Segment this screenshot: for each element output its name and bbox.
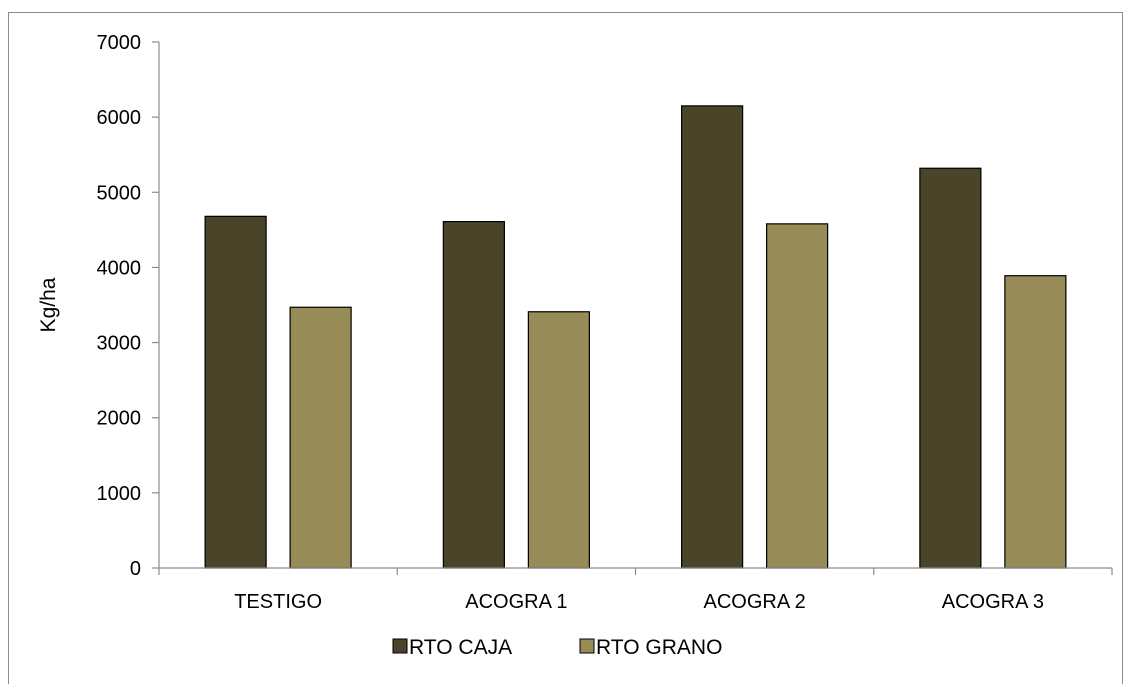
bar-rto-caja bbox=[204, 215, 267, 569]
x-tick-label: ACOGRA 1 bbox=[465, 591, 567, 613]
bar-rto-grano bbox=[1004, 275, 1067, 569]
legend-label: RTO CAJA bbox=[409, 636, 512, 659]
x-axis: TESTIGO ACOGRA 1 ACOGRA 2 ACOGRA 3 bbox=[158, 567, 1113, 613]
legend: RTO CAJA RTO GRANO bbox=[392, 636, 722, 659]
chart-frame bbox=[8, 12, 1123, 684]
legend-label: RTO GRANO bbox=[596, 636, 722, 659]
y-tick-label: 3000 bbox=[97, 333, 142, 355]
y-tick-label: 6000 bbox=[97, 107, 142, 129]
y-axis-title: Kg/ha bbox=[37, 277, 60, 332]
y-tick-label: 0 bbox=[130, 558, 141, 580]
bar-rto-caja bbox=[442, 220, 505, 569]
y-axis: 0 1000 2000 3000 4000 5000 6000 7000 bbox=[97, 32, 160, 580]
y-tick-label: 1000 bbox=[97, 483, 142, 505]
bar-rto-grano bbox=[766, 223, 829, 569]
y-tick-label: 4000 bbox=[97, 257, 142, 279]
bar-rto-grano bbox=[527, 311, 590, 569]
y-tick-label: 7000 bbox=[97, 32, 142, 54]
bar-rto-grano bbox=[289, 306, 352, 569]
legend-swatch bbox=[579, 638, 595, 654]
bar-rto-caja bbox=[919, 167, 982, 569]
x-tick-label: ACOGRA 2 bbox=[703, 591, 805, 613]
legend-swatch bbox=[392, 638, 408, 654]
x-tick-label: TESTIGO bbox=[234, 591, 322, 613]
bars bbox=[204, 105, 1067, 569]
bar-rto-caja bbox=[681, 105, 744, 569]
x-tick-label: ACOGRA 3 bbox=[942, 591, 1044, 613]
y-tick-label: 5000 bbox=[97, 182, 142, 204]
y-tick-label: 2000 bbox=[97, 408, 142, 430]
